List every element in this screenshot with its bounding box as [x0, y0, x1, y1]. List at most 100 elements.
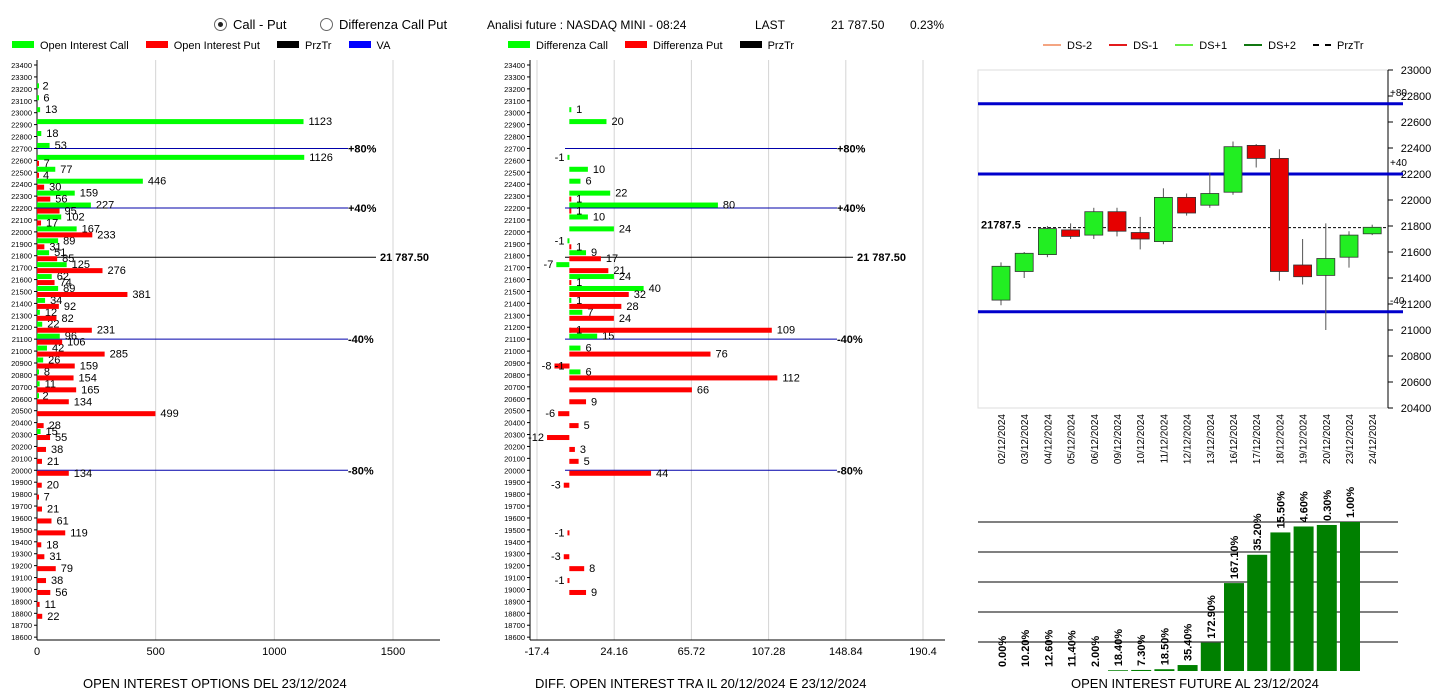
strike-tick-label: 19100	[504, 574, 525, 583]
call-bar	[37, 142, 50, 148]
oi-bar-label: 4.60%	[1299, 491, 1311, 522]
data-label: 55	[55, 432, 67, 444]
call-bar	[37, 345, 47, 351]
data-label: 154	[79, 372, 97, 384]
strike-tick-label: 20900	[11, 359, 32, 368]
put-bar	[37, 399, 69, 405]
put-bar	[37, 530, 66, 536]
radio-call-put[interactable]: Call - Put	[214, 16, 286, 34]
data-label: -7	[544, 259, 554, 271]
put-bar	[37, 423, 44, 429]
data-label: 2	[42, 80, 48, 92]
data-label: 119	[70, 527, 88, 539]
legend-item: PrzTr	[305, 40, 332, 52]
put-bar	[37, 256, 58, 262]
data-label: 1	[576, 241, 582, 253]
strike-tick-label: 23000	[11, 109, 32, 118]
strike-tick-label: 18700	[504, 621, 525, 630]
strike-tick-label: 21300	[11, 311, 32, 320]
strike-tick-label: 20800	[11, 371, 32, 380]
data-label: 22	[615, 188, 627, 200]
data-label: 4	[43, 170, 49, 182]
oi-bar-label: 15.50%	[1275, 491, 1287, 529]
reference-label: +40%	[348, 203, 377, 215]
legend-item: PrzTr	[1337, 40, 1364, 52]
level-label: +40	[1390, 158, 1407, 169]
strike-tick-label: 19800	[504, 490, 525, 499]
oi-bar	[1131, 669, 1152, 671]
strike-tick-label: 21700	[11, 264, 32, 273]
oi-bar	[1293, 526, 1314, 671]
data-label: 28	[49, 420, 61, 432]
strike-tick-label: 23200	[504, 85, 525, 94]
oi-bar-label: 35.20%	[1252, 513, 1264, 551]
strike-tick-label: 19900	[504, 478, 525, 487]
data-label: 21	[613, 265, 625, 277]
strike-tick-label: 20400	[504, 419, 525, 428]
data-label: -1	[555, 575, 565, 587]
date-tick-label: 10/12/2024	[1136, 414, 1147, 464]
data-label: 20	[611, 116, 623, 128]
strike-tick-label: 20100	[11, 454, 32, 463]
put-bar	[569, 280, 572, 286]
strike-tick-label: 22900	[11, 121, 32, 130]
put-bar	[37, 506, 42, 512]
strike-tick-label: 21700	[504, 264, 525, 273]
last-value: 21 787.50	[831, 18, 885, 32]
data-label: 7	[44, 492, 50, 504]
reference-label: +80%	[348, 143, 377, 155]
put-bar	[37, 601, 40, 607]
call-bar	[37, 214, 62, 220]
put-bar	[37, 542, 42, 548]
strike-tick-label: 19300	[11, 550, 32, 559]
put-bar	[37, 208, 60, 214]
va-swatch-icon	[348, 41, 371, 48]
radio-diff[interactable]: Differenza Call Put	[320, 16, 447, 34]
strike-tick-label: 19400	[11, 538, 32, 547]
strike-tick-label: 22400	[11, 180, 32, 189]
strike-tick-label: 21900	[11, 240, 32, 249]
legend-item: DS-1	[1133, 40, 1159, 52]
data-label: 20	[47, 480, 59, 492]
date-tick-label: 05/12/2024	[1067, 414, 1078, 464]
strike-tick-label: 22100	[504, 216, 525, 225]
data-label: 6	[585, 343, 591, 355]
strike-tick-label: 22600	[504, 156, 525, 165]
data-label: 13	[45, 104, 57, 116]
radio-empty-icon	[320, 18, 333, 31]
data-label: 227	[96, 200, 114, 212]
legend-item: PrzTr	[767, 40, 795, 52]
y-tick-label: 22600	[1401, 117, 1432, 129]
data-label: -12	[528, 432, 544, 444]
y-tick-label: 20400	[1401, 403, 1432, 415]
data-label: 56	[55, 587, 67, 599]
call-bar	[569, 250, 587, 256]
data-label: -3	[551, 480, 561, 492]
strike-tick-label: 21500	[11, 287, 32, 296]
strike-tick-label: 19700	[504, 502, 525, 511]
strike-tick-label: 23400	[504, 61, 525, 70]
data-label: 9	[591, 587, 597, 599]
data-label: 77	[60, 164, 72, 176]
data-label: 2	[42, 390, 48, 402]
put-bar	[37, 184, 45, 190]
date-tick-label: 17/12/2024	[1252, 414, 1263, 464]
oi-bar	[1340, 522, 1360, 671]
data-label: 21	[47, 504, 59, 516]
date-tick-label: 24/12/2024	[1368, 414, 1379, 464]
call-bar	[567, 238, 570, 244]
put-bar	[37, 244, 45, 250]
data-label: 79	[61, 563, 73, 575]
strike-tick-label: 20100	[504, 454, 525, 463]
call-bar	[556, 262, 570, 268]
call-swatch-icon	[508, 41, 530, 48]
date-tick-label: 02/12/2024	[997, 414, 1008, 464]
y-tick-label: 22000	[1401, 195, 1432, 207]
data-label: 40	[649, 283, 661, 295]
legend-item: DS-2	[1067, 40, 1093, 52]
put-swatch-icon	[145, 41, 168, 48]
x-tick-label: 500	[146, 646, 164, 658]
oi-bar	[1270, 532, 1291, 671]
put-bar	[569, 196, 572, 202]
call-bar	[37, 226, 77, 232]
